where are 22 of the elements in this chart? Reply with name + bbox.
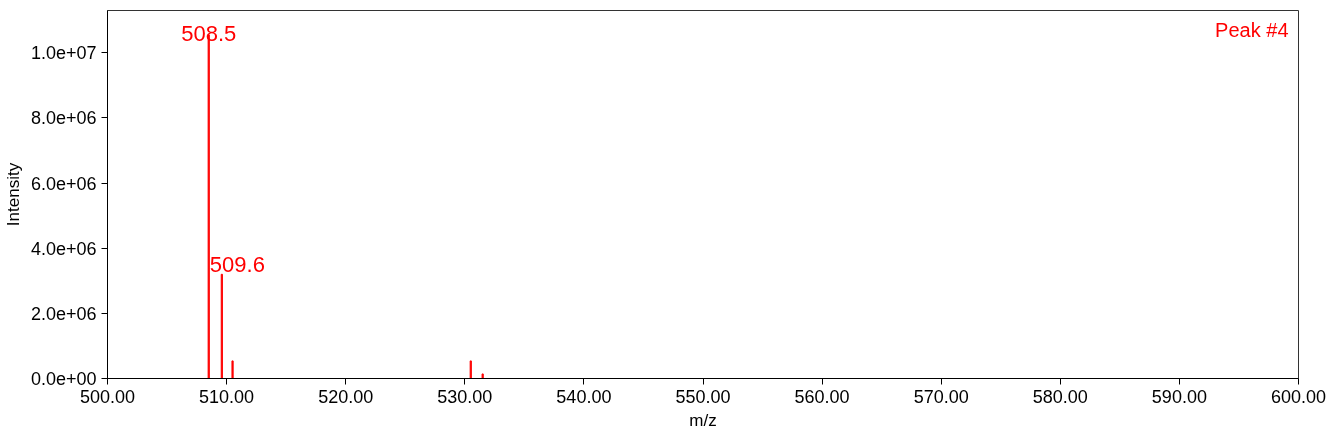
- x-tick-label: 550.00: [675, 386, 731, 407]
- annotation: 508.5: [181, 20, 237, 46]
- x-tick-label: 540.00: [556, 386, 612, 407]
- x-tick-label: 560.00: [794, 386, 850, 407]
- x-tick-label: 510.00: [199, 386, 255, 407]
- x-tick-label: 600.00: [1270, 386, 1327, 407]
- x-tick-label: 500.00: [79, 386, 136, 407]
- y-tick-label: 0.0e+00: [30, 369, 97, 389]
- y-tick-label: 1.0e+07: [30, 43, 97, 64]
- x-axis-title: m/z: [689, 410, 717, 430]
- y-axis-title: Intensity: [3, 162, 23, 227]
- x-tick-label: 580.00: [1032, 386, 1088, 407]
- y-tick-label: 6.0e+06: [30, 173, 97, 194]
- y-tick-label: 4.0e+06: [30, 238, 97, 259]
- annotation: Peak #4: [1215, 18, 1289, 41]
- x-tick-label: 570.00: [913, 386, 969, 407]
- y-tick-label: 8.0e+06: [30, 108, 97, 129]
- annotation: 509.6: [209, 252, 265, 278]
- x-tick-label: 520.00: [318, 386, 374, 407]
- x-tick-label: 530.00: [437, 386, 493, 407]
- x-tick-label: 590.00: [1151, 386, 1207, 407]
- y-tick-label: 2.0e+06: [30, 303, 97, 324]
